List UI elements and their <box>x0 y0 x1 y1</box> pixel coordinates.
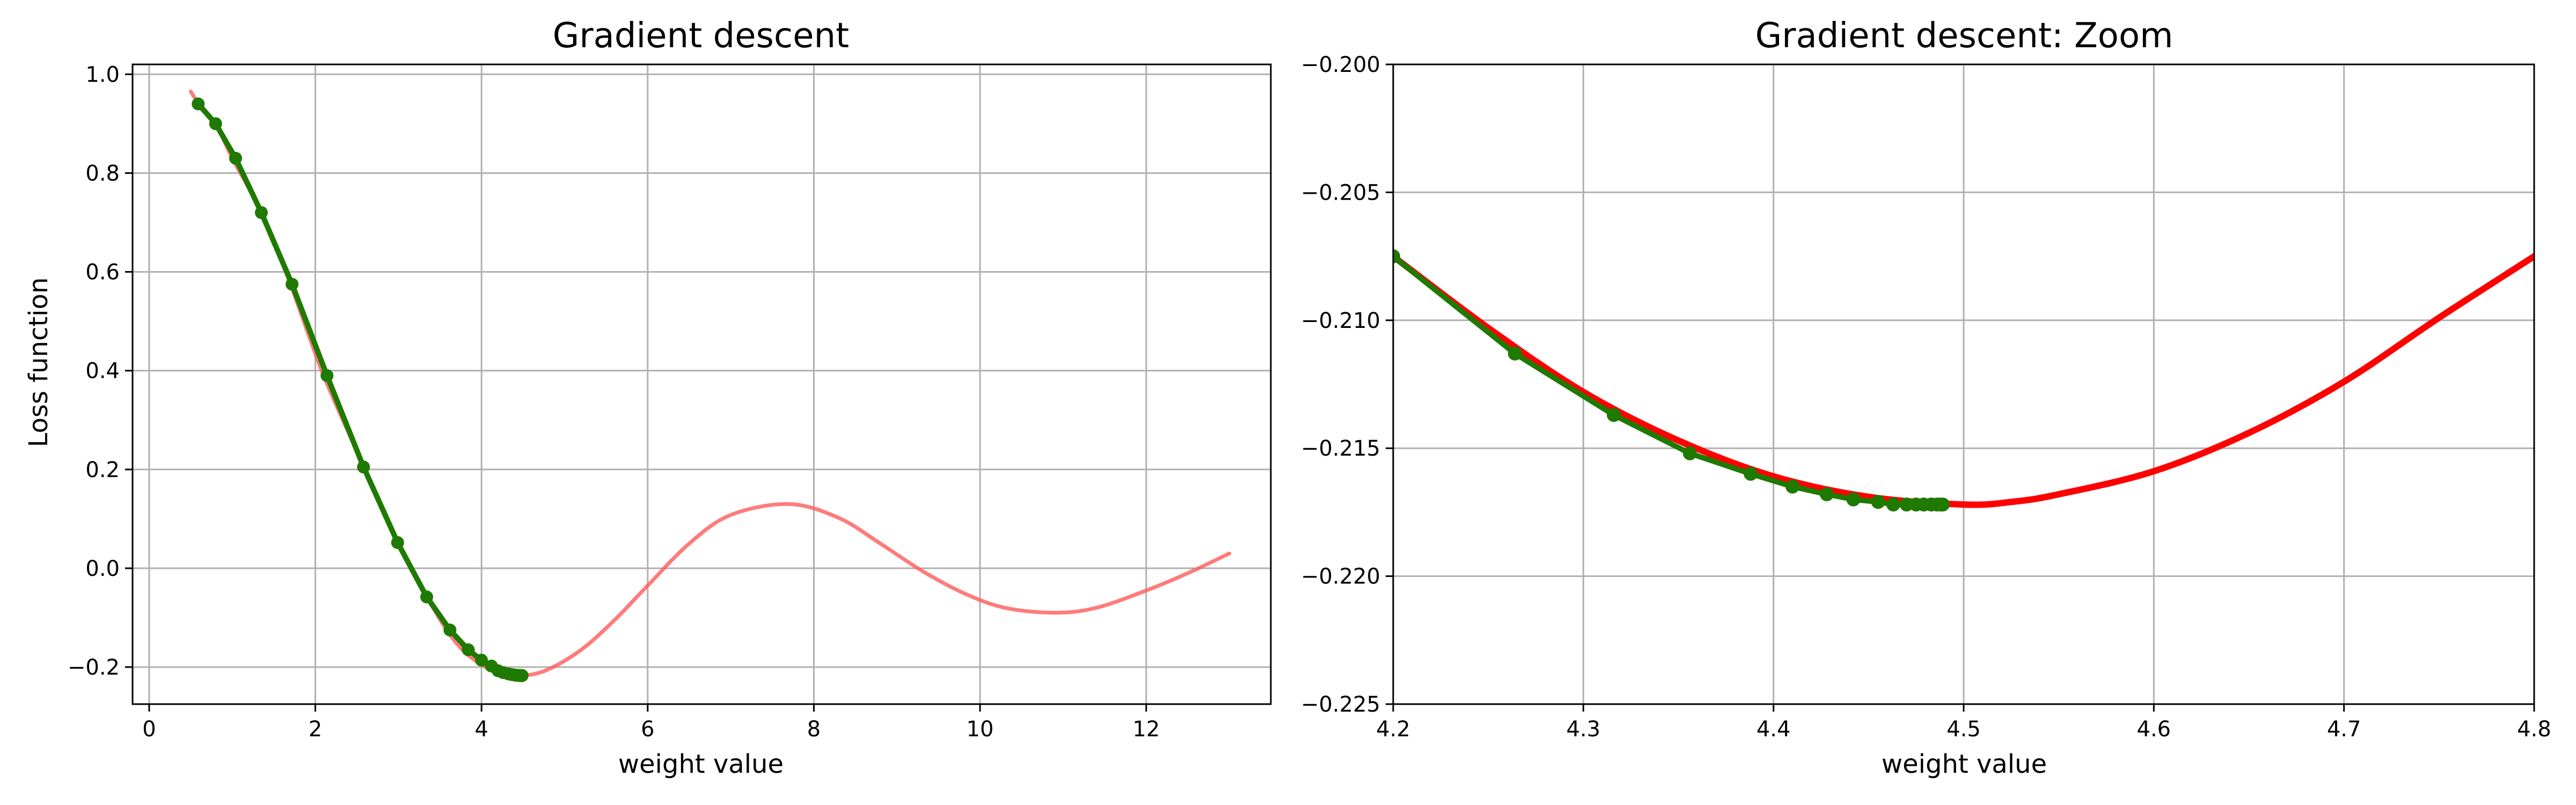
chart-1-y-axis-label: Loss function <box>24 277 54 448</box>
chart-2-y-tick-label: −0.210 <box>1301 309 1380 333</box>
chart-1-descent-point <box>357 460 370 474</box>
chart-1-y-tick-label: 0.6 <box>85 260 120 285</box>
chart-1-x-tick-label: 10 <box>967 717 994 742</box>
chart-1-descent-point <box>209 117 222 130</box>
chart-2-descent-point <box>1871 495 1885 509</box>
chart-2-descent-point <box>1607 408 1621 422</box>
chart-2-descent-point <box>1886 497 1900 512</box>
chart-2-title: Gradient descent: Zoom <box>1755 16 2174 56</box>
chart-1-descent-point <box>515 669 529 682</box>
chart-1-plot-area <box>133 64 1271 704</box>
chart-1-x-tick-label: 6 <box>641 717 654 742</box>
chart-2-descent-point <box>1819 487 1834 501</box>
chart-2-descent-point <box>1682 446 1697 460</box>
chart-2-axes-frame <box>1392 63 2535 705</box>
chart-2-descent-point <box>1393 249 1400 264</box>
chart-1-y-tick-label: −0.2 <box>68 655 120 680</box>
chart-2-x-tick-label: 4.4 <box>1757 717 1791 742</box>
chart-2-descent-point <box>1936 497 1950 512</box>
chart-2-descent-point <box>1785 479 1800 494</box>
chart-1-y-tick-label: 1.0 <box>85 62 120 87</box>
chart-1-axes-frame <box>131 63 1272 705</box>
chart-1-descent-point <box>255 206 268 219</box>
chart-1-x-axis-label: weight value <box>618 749 784 779</box>
chart-2-descent-point <box>1507 346 1522 361</box>
chart-1-y-tick-label: 0.0 <box>85 557 120 581</box>
chart-2: Gradient descent: Zoom weight value 4.2 4… <box>1301 16 2551 779</box>
chart-1-title: Gradient descent <box>553 16 849 56</box>
chart-1-x-tick-label: 8 <box>807 717 821 742</box>
chart-2-x-tick-label: 4.2 <box>1376 717 1410 742</box>
chart-1-descent-point <box>286 277 299 291</box>
chart-1: Gradient descent weight value Loss funct… <box>24 16 1272 779</box>
chart-1-descent-point <box>192 97 205 111</box>
chart-2-x-tick-label: 4.8 <box>2517 717 2551 742</box>
chart-2-x-tick-label: 4.3 <box>1567 717 1601 742</box>
chart-2-y-tick-label: −0.205 <box>1301 180 1380 205</box>
chart-1-x-tick-label: 0 <box>142 717 156 742</box>
chart-2-y-tick-label: −0.200 <box>1301 53 1380 77</box>
chart-1-descent-point <box>229 151 242 165</box>
chart-2-x-axis-label: weight value <box>1882 749 2047 779</box>
chart-1-descent-point <box>462 643 475 656</box>
chart-1-descent-point <box>420 590 434 604</box>
chart-1-x-tick-label: 2 <box>309 717 322 742</box>
chart-1-descent-point <box>475 654 488 667</box>
chart-1-descent-point <box>443 623 457 636</box>
chart-2-x-tick-label: 4.6 <box>2137 717 2171 742</box>
chart-2-y-tick-label: −0.225 <box>1301 692 1380 717</box>
chart-1-y-tick-label: 0.4 <box>85 359 120 384</box>
chart-2-y-tick-label: −0.220 <box>1301 565 1380 589</box>
chart-2-x-tick-label: 4.5 <box>1946 717 1981 742</box>
chart-2-descent-point <box>1846 492 1861 507</box>
chart-1-y-tick-label: 0.2 <box>85 458 120 482</box>
chart-1-descent-point <box>320 369 334 382</box>
chart-2-x-tick-label: 4.7 <box>2327 717 2361 742</box>
chart-2-loss-curve <box>1393 253 2534 508</box>
chart-2-descent-point <box>1744 466 1758 481</box>
chart-1-descent-point <box>391 536 404 549</box>
chart-1-x-tick-label: 4 <box>475 717 488 742</box>
chart-2-y-tick-label: −0.215 <box>1301 436 1380 461</box>
chart-1-y-tick-label: 0.8 <box>85 162 120 186</box>
chart-1-x-tick-label: 12 <box>1132 717 1160 742</box>
